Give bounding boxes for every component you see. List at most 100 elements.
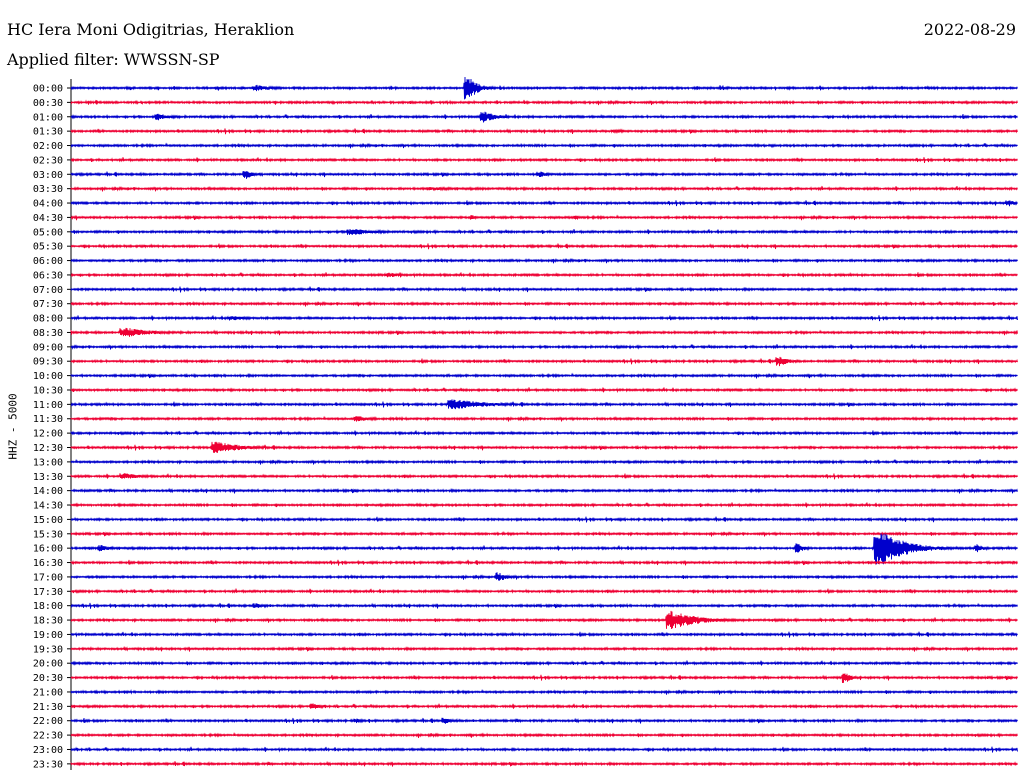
row-tick-label: 15:00 <box>33 515 63 526</box>
row-tick-label: 02:30 <box>33 155 63 166</box>
row-tick-label: 21:30 <box>33 702 63 713</box>
trace-line-0800 <box>70 315 1018 322</box>
row-tick-label: 07:30 <box>33 299 63 310</box>
row-tick-label: 14:30 <box>33 501 63 512</box>
trace-line-2000 <box>70 660 1018 667</box>
date-label: 2022-08-29 <box>923 20 1016 39</box>
trace-line-1630 <box>70 559 1018 566</box>
trace-line-1730 <box>70 588 1018 595</box>
row-tick-label: 10:30 <box>33 385 63 396</box>
row-tick-label: 18:00 <box>33 601 63 612</box>
row-tick-label: 16:30 <box>33 558 63 569</box>
row-tick-label: 19:30 <box>33 644 63 655</box>
row-tick-labels: 00:00 00:30 01:00 01:30 02:00 02:30 03:00 03:30… <box>33 84 71 770</box>
row-tick-label: 09:00 <box>33 342 63 353</box>
trace-line-0400 <box>70 200 1018 207</box>
row-tick-label: 21:00 <box>33 687 63 698</box>
trace-line-1930 <box>70 645 1018 652</box>
row-tick-label: 18:30 <box>33 616 63 627</box>
trace-line-1100 <box>70 399 1018 410</box>
row-tick-label: 09:30 <box>33 357 63 368</box>
trace-line-1300 <box>70 458 1018 465</box>
trace-line-1330 <box>70 473 1018 480</box>
row-tick-label: 13:00 <box>33 457 63 468</box>
row-tick-label: 17:00 <box>33 572 63 583</box>
trace-line-1000 <box>70 372 1018 379</box>
row-tick-label: 20:30 <box>33 673 63 684</box>
trace-line-1430 <box>70 501 1018 509</box>
trace-line-1500 <box>70 516 1018 523</box>
trace-line-0000 <box>70 76 1018 100</box>
trace-line-1530 <box>70 530 1018 537</box>
trace-line-0930 <box>70 356 1018 367</box>
trace-line-2330 <box>70 760 1018 767</box>
trace-line-0130 <box>70 128 1018 135</box>
row-tick-label: 06:00 <box>33 256 63 267</box>
trace-line-1130 <box>70 415 1018 422</box>
row-tick-label: 10:00 <box>33 371 63 382</box>
trace-line-0230 <box>70 157 1018 163</box>
trace-line-1030 <box>70 386 1018 394</box>
row-tick-label: 06:30 <box>33 270 63 281</box>
row-tick-label: 01:30 <box>33 127 63 138</box>
row-tick-label: 16:00 <box>33 544 63 555</box>
trace-line-0500 <box>70 228 1018 235</box>
trace-line-0730 <box>70 300 1018 307</box>
filter-label: Applied filter: WWSSN-SP <box>7 50 220 69</box>
trace-line-0330 <box>70 185 1018 192</box>
trace-line-0200 <box>70 142 1018 149</box>
row-tick-label: 03:30 <box>33 184 63 195</box>
row-tick-label: 23:00 <box>33 745 63 756</box>
row-tick-label: 15:30 <box>33 529 63 540</box>
row-tick-label: 05:30 <box>33 242 63 253</box>
trace-line-0830 <box>70 327 1018 337</box>
row-tick-label: 05:00 <box>33 227 63 238</box>
trace-line-2030 <box>70 673 1018 684</box>
row-tick-label: 04:00 <box>33 199 63 210</box>
trace-line-1800 <box>70 602 1018 609</box>
row-tick-label: 20:00 <box>33 659 63 670</box>
trace-line-1830 <box>70 610 1018 630</box>
row-tick-label: 17:30 <box>33 587 63 598</box>
trace-line-0900 <box>70 344 1018 350</box>
row-tick-label: 12:00 <box>33 429 63 440</box>
row-tick-label: 07:00 <box>33 285 63 296</box>
row-tick-label: 14:00 <box>33 486 63 497</box>
row-tick-label: 12:30 <box>33 443 63 454</box>
trace-line-1600 <box>70 533 1018 565</box>
row-tick-label: 11:30 <box>33 414 63 425</box>
row-tick-label: 02:00 <box>33 141 63 152</box>
trace-line-2100 <box>70 689 1018 695</box>
trace-line-0700 <box>70 286 1018 293</box>
trace-line-2200 <box>70 717 1018 724</box>
row-tick-label: 11:00 <box>33 400 63 411</box>
row-tick-label: 23:30 <box>33 759 63 770</box>
row-tick-label: 03:00 <box>33 170 63 181</box>
trace-line-2130 <box>70 703 1018 710</box>
row-tick-label: 04:30 <box>33 213 63 224</box>
trace-line-1400 <box>70 487 1018 494</box>
trace-line-1230 <box>70 441 1018 453</box>
trace-line-0030 <box>70 99 1018 106</box>
row-tick-label: 22:30 <box>33 731 63 742</box>
station-title: HC Iera Moni Odigitrias, Heraklion <box>7 20 295 39</box>
trace-line-0530 <box>70 243 1018 250</box>
row-tick-label: 01:00 <box>33 112 63 123</box>
trace-line-2230 <box>70 732 1018 739</box>
trace-line-0430 <box>70 214 1018 221</box>
row-tick-label: 08:30 <box>33 328 63 339</box>
row-tick-label: 00:00 <box>33 84 63 95</box>
trace-line-0630 <box>70 272 1018 279</box>
row-tick-label: 00:30 <box>33 98 63 109</box>
trace-line-0300 <box>70 171 1018 179</box>
trace-line-1900 <box>70 631 1018 638</box>
trace-line-1200 <box>70 430 1018 437</box>
row-tick-label: 22:00 <box>33 716 63 727</box>
trace-line-0600 <box>70 257 1018 264</box>
trace-line-1700 <box>70 572 1018 581</box>
seismic-traces <box>70 76 1018 767</box>
row-tick-label: 08:00 <box>33 314 63 325</box>
row-tick-label: 19:00 <box>33 630 63 641</box>
trace-line-2300 <box>70 746 1018 753</box>
